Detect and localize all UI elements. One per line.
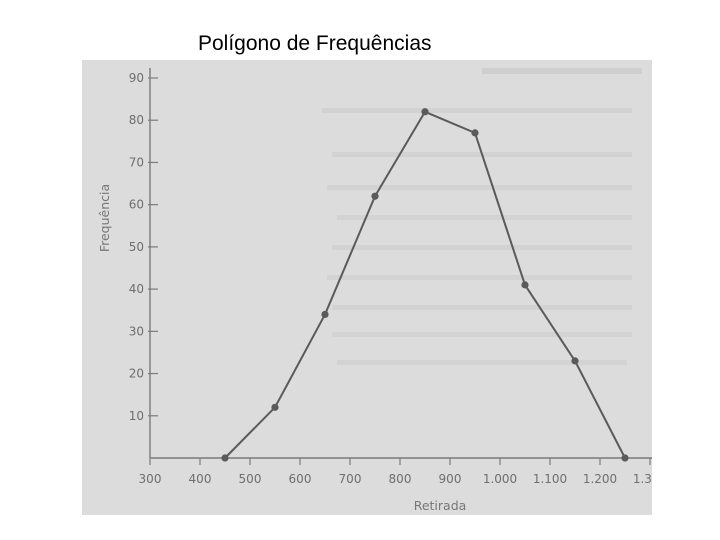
data-point	[321, 310, 329, 319]
data-point	[421, 108, 429, 116]
y-tick-label: 80	[129, 113, 144, 127]
y-axis-title: Frequência	[97, 184, 112, 252]
y-tick-label: 30	[129, 324, 144, 338]
chart-axes	[148, 68, 652, 465]
x-tick-label: 1.300	[633, 472, 652, 486]
data-point	[471, 129, 479, 137]
x-tick-label: 300	[139, 472, 162, 486]
y-tick-label: 50	[129, 240, 144, 254]
data-point	[621, 454, 629, 462]
data-point	[271, 403, 279, 411]
slide-title: Polígono de Frequências	[198, 32, 432, 55]
x-tick-label: 1.000	[483, 472, 517, 486]
chart-labels: 300 400 500 600 700 800 900 1.000 1.100 1.200 1.30…	[97, 71, 652, 513]
x-tick-label: 600	[289, 472, 312, 486]
scan-bleed-through	[322, 68, 642, 365]
y-tick-label: 40	[129, 282, 144, 296]
x-tick-label: 900	[439, 472, 462, 486]
x-tick-label: 1.200	[583, 472, 617, 486]
chart-scan-area: 300 400 500 600 700 800 900 1.000 1.100 1.200 1.30…	[82, 60, 652, 515]
x-tick-label: 500	[239, 472, 262, 486]
x-tick-label: 700	[339, 472, 362, 486]
x-tick-label: 800	[389, 472, 412, 486]
y-tick-label: 20	[129, 367, 144, 381]
x-axis-title: Retirada	[414, 498, 467, 513]
x-tick-label: 400	[189, 472, 212, 486]
data-point	[221, 454, 229, 462]
data-point	[521, 281, 529, 289]
y-tick-label: 60	[129, 198, 144, 212]
x-tick-label: 1.100	[533, 472, 567, 486]
y-tick-label: 70	[129, 155, 144, 169]
data-point	[371, 192, 379, 200]
y-tick-label: 90	[129, 71, 144, 85]
frequency-polygon-chart: 300 400 500 600 700 800 900 1.000 1.100 1.200 1.30…	[97, 68, 652, 513]
series-line	[224, 110, 626, 459]
data-point	[571, 357, 579, 365]
chart-marks	[221, 108, 629, 462]
y-tick-label: 10	[129, 409, 144, 423]
